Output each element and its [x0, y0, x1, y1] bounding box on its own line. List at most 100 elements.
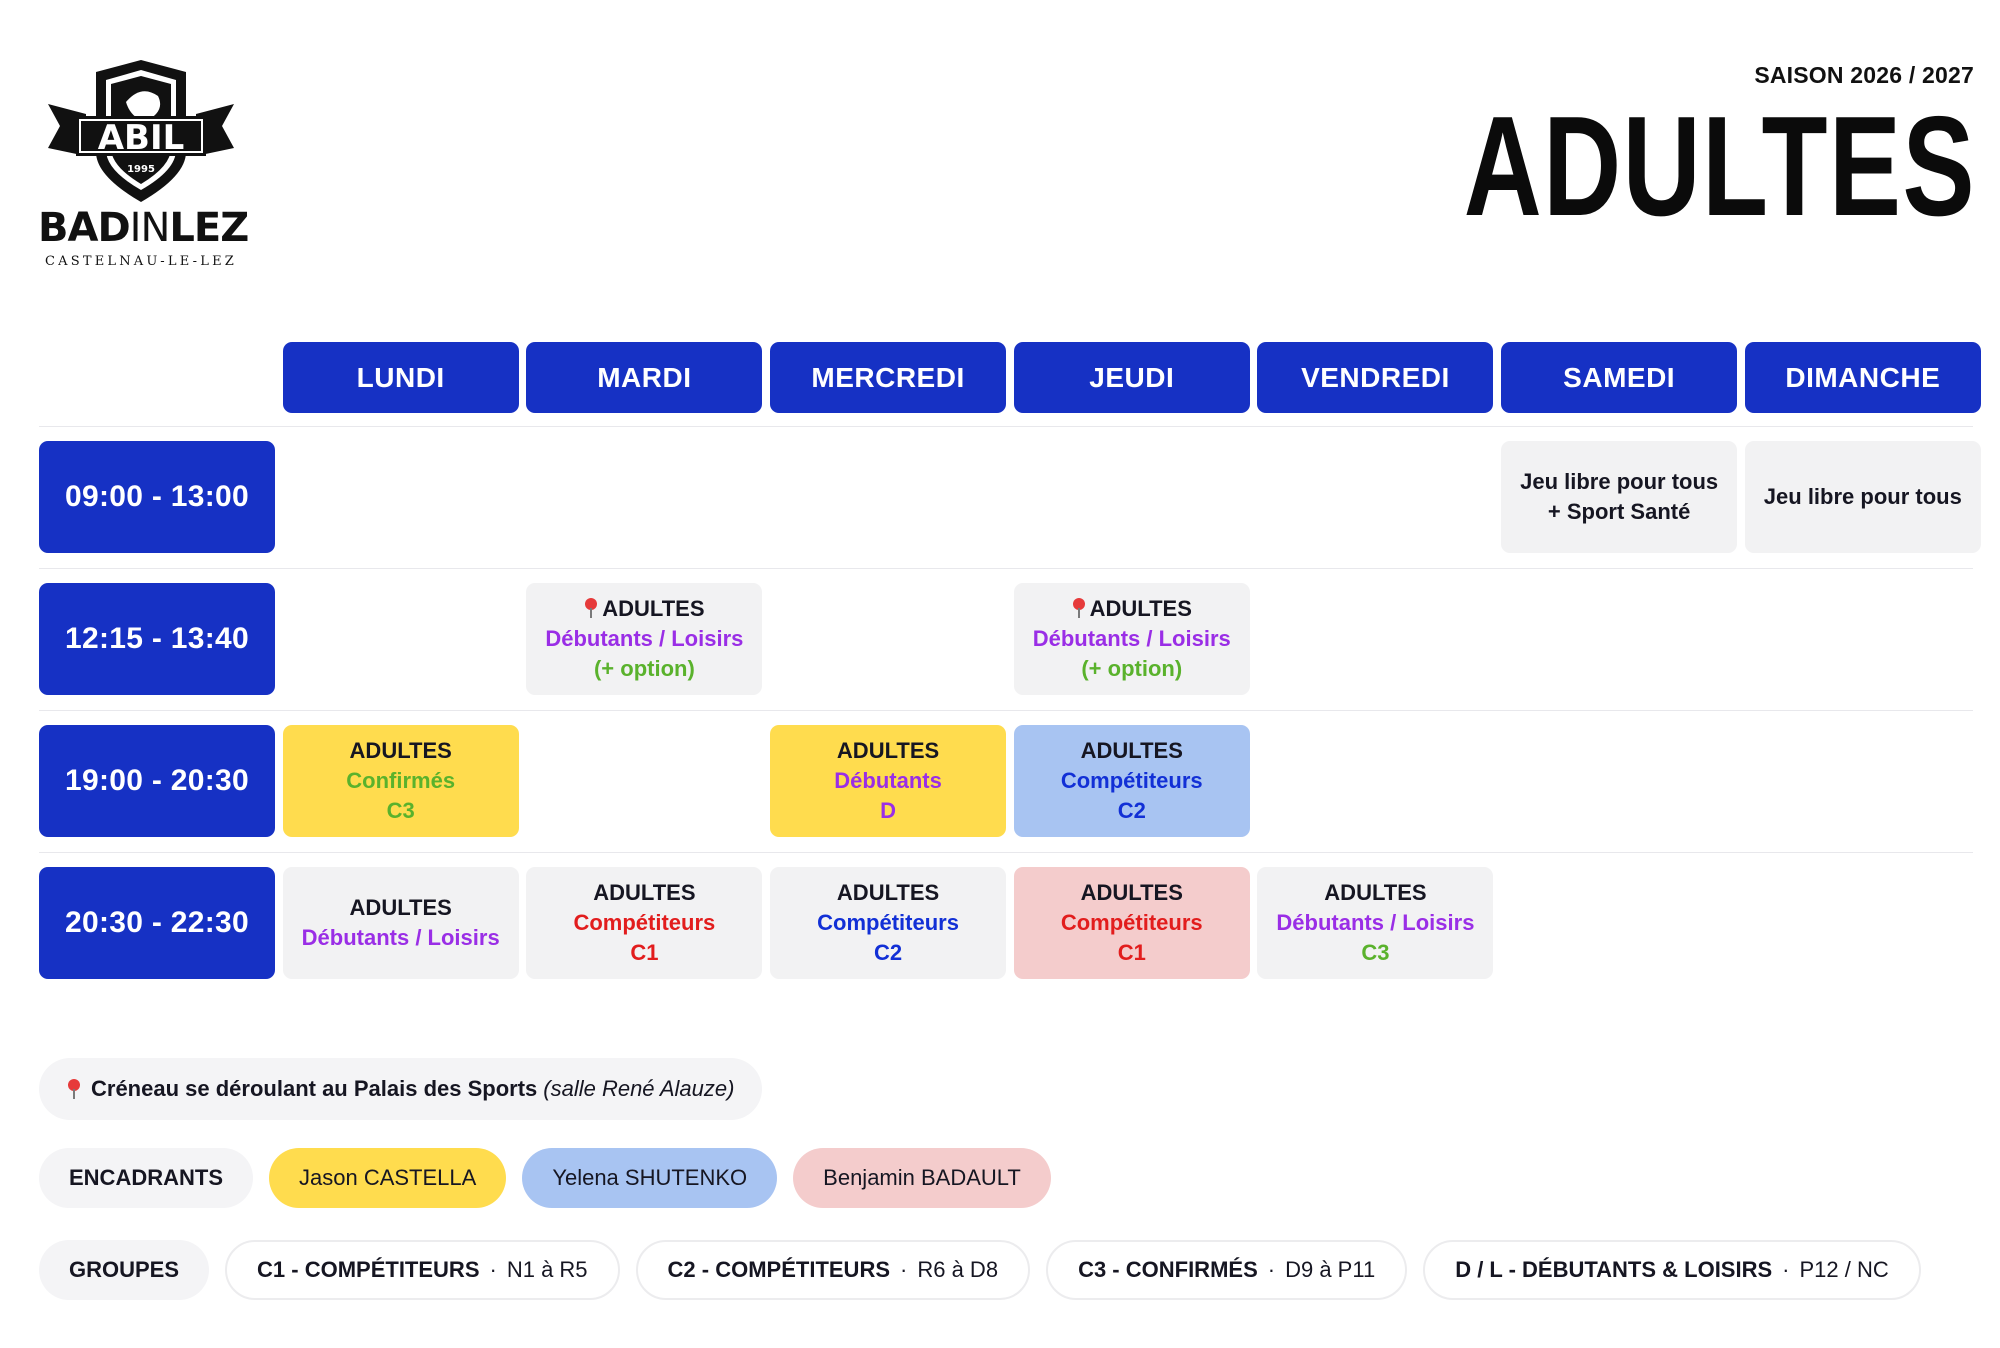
day-header-lundi: LUNDI — [282, 342, 519, 413]
shield-logo-icon: ABIL 1995 — [48, 60, 234, 202]
session-title-text: ADULTES — [1089, 596, 1192, 621]
staff-chip: Yelena SHUTENKO — [522, 1148, 778, 1208]
session-cell-lundi: ADULTES Confirmés C3 — [282, 725, 519, 837]
session-code: D — [880, 798, 896, 823]
day-header-mardi: MARDI — [526, 342, 763, 413]
days-header-row: LUNDI MARDI MERCREDI JEUDI VENDREDI SAME… — [39, 342, 1981, 413]
group-range: N1 à R5 — [506, 1257, 588, 1282]
group-chip-c1: C1 - COMPÉTITEURS · N1 à R5 — [225, 1240, 620, 1300]
logo-badge-text: ABIL — [98, 118, 185, 158]
session-group: Compétiteurs — [1060, 768, 1203, 793]
club-logo: ABIL 1995 BADINLEZ CASTELNAU-LE-LEZ — [38, 56, 249, 272]
group-name: C2 - COMPÉTITEURS — [667, 1257, 891, 1282]
group-name: D / L - DÉBUTANTS & LOISIRS — [1455, 1257, 1773, 1282]
session-title: ADULTES — [1324, 880, 1427, 905]
session-group: Débutants — [834, 768, 942, 793]
session-title: ADULTES — [1080, 880, 1183, 905]
day-header-samedi: SAMEDI — [1501, 342, 1738, 413]
session-cell-jeudi: ADULTES Compétiteurs C1 — [1013, 867, 1250, 979]
session-cell-samedi: Jeu libre pour tous + Sport Santé — [1501, 441, 1738, 553]
session-cell-mardi: ADULTES Débutants / Loisirs (+ option) — [526, 583, 763, 695]
logo-year: 1995 — [127, 164, 155, 175]
session-line: Jeu libre pour tous — [1520, 469, 1719, 494]
session-title: ADULTES — [593, 880, 696, 905]
session-title: ADULTES — [1080, 738, 1183, 763]
session-group: Compétiteurs — [573, 910, 716, 935]
staff-chip: Jason CASTELLA — [269, 1148, 507, 1208]
group-sep: · — [900, 1257, 908, 1282]
session-title-text: ADULTES — [602, 596, 705, 621]
time-label: 19:00 - 20:30 — [39, 725, 275, 837]
session-group: Compétiteurs — [817, 910, 959, 935]
groups-label: GROUPES — [39, 1240, 210, 1300]
session-option: (+ option) — [593, 656, 695, 681]
session-cell-mercredi: ADULTES Compétiteurs C2 — [770, 867, 1007, 979]
group-chip-dl: D / L - DÉBUTANTS & LOISIRS · P12 / NC — [1423, 1240, 1921, 1300]
groups-legend: GROUPES C1 - COMPÉTITEURS · N1 à R5 C2 - C… — [39, 1240, 1937, 1300]
time-label: 09:00 - 13:00 — [39, 441, 275, 553]
location-note-text: Créneau se déroulant au Palais des Sport… — [91, 1076, 538, 1101]
session-cell-dimanche: Jeu libre pour tous — [1744, 441, 1981, 553]
group-range: D9 à P11 — [1285, 1257, 1376, 1282]
group-range: R6 à D8 — [917, 1257, 999, 1282]
session-title: ADULTES — [836, 738, 940, 763]
logo-word-b: LEZ — [169, 205, 249, 251]
slot-row: 19:00 - 20:30 ADULTES Confirmés C3 ADULT… — [39, 710, 1973, 837]
session-code: C2 — [874, 940, 903, 965]
session-cell-mardi: ADULTES Compétiteurs C1 — [526, 867, 763, 979]
slot-row: 20:30 - 22:30 ADULTES Débutants / Loisir… — [39, 852, 1973, 979]
group-chip-c3: C3 - CONFIRMÉS · D9 à P11 — [1046, 1240, 1408, 1300]
location-note: Créneau se déroulant au Palais des Sport… — [39, 1058, 763, 1120]
page-title: ADULTES — [1463, 87, 1976, 246]
location-note-italic: (salle René Alauze) — [543, 1076, 735, 1101]
group-name: C3 - CONFIRMÉS — [1078, 1257, 1258, 1282]
slot-row: 12:15 - 13:40 ADULTES Débutants / Loisir… — [39, 568, 1973, 695]
session-cell-vendredi: ADULTES Débutants / Loisirs C3 — [1257, 867, 1494, 979]
staff-label: ENCADRANTS — [39, 1148, 253, 1208]
logo-subtitle: CASTELNAU-LE-LEZ — [44, 254, 238, 269]
session-group: Compétiteurs — [1060, 910, 1203, 935]
session-title: ADULTES — [1072, 594, 1192, 624]
day-header-vendredi: VENDREDI — [1257, 342, 1494, 413]
season-label: SAISON 2026 / 2027 — [1754, 62, 1974, 88]
group-chip-c2: C2 - COMPÉTITEURS · R6 à D8 — [635, 1240, 1031, 1300]
session-option: (+ option) — [1081, 656, 1183, 681]
day-header-mercredi: MERCREDI — [770, 342, 1007, 413]
location-pin-icon — [67, 1079, 81, 1099]
logo-word-a: BAD — [38, 205, 131, 251]
session-code: C3 — [386, 798, 415, 823]
session-cell-jeudi: ADULTES Débutants / Loisirs (+ option) — [1013, 583, 1250, 695]
time-label: 12:15 - 13:40 — [39, 583, 275, 695]
session-title: ADULTES — [349, 895, 452, 920]
day-header-jeudi: JEUDI — [1013, 342, 1250, 413]
session-cell-jeudi: ADULTES Compétiteurs C2 — [1013, 725, 1250, 837]
session-code: C1 — [630, 940, 659, 965]
session-line: Jeu libre pour tous — [1763, 484, 1962, 509]
session-code: C2 — [1117, 798, 1146, 823]
slot-row: 09:00 - 13:00 Jeu libre pour tous + Spor… — [39, 426, 1981, 553]
schedule-grid: LUNDI MARDI MERCREDI JEUDI VENDREDI SAME… — [39, 342, 1981, 979]
session-group: Débutants / Loisirs — [301, 925, 500, 950]
group-name: C1 - COMPÉTITEURS — [257, 1257, 480, 1282]
group-sep: · — [489, 1257, 497, 1282]
time-label: 20:30 - 22:30 — [39, 867, 275, 979]
session-group: Confirmés — [346, 768, 456, 793]
group-sep: · — [1267, 1257, 1276, 1282]
session-title: ADULTES — [584, 594, 705, 624]
day-header-dimanche: DIMANCHE — [1744, 342, 1981, 413]
session-code: C3 — [1361, 940, 1390, 965]
session-cell-mercredi: ADULTES Débutants D — [770, 725, 1007, 837]
session-group: Débutants / Loisirs — [545, 626, 744, 651]
session-code: C1 — [1117, 940, 1146, 965]
session-cell-lundi: ADULTES Débutants / Loisirs — [282, 867, 519, 979]
session-title: ADULTES — [836, 880, 940, 905]
group-sep: · — [1782, 1257, 1790, 1282]
staff-legend: ENCADRANTS Jason CASTELLA Yelena SHUTENK… — [39, 1148, 1067, 1208]
logo-wordmark: BADINLEZ — [38, 205, 249, 251]
group-range: P12 / NC — [1799, 1257, 1889, 1282]
staff-chip: Benjamin BADAULT — [793, 1148, 1051, 1208]
location-pin-icon — [1072, 598, 1086, 618]
session-title: ADULTES — [349, 738, 452, 763]
session-group: Débutants / Loisirs — [1032, 626, 1231, 651]
location-pin-icon — [584, 598, 598, 618]
